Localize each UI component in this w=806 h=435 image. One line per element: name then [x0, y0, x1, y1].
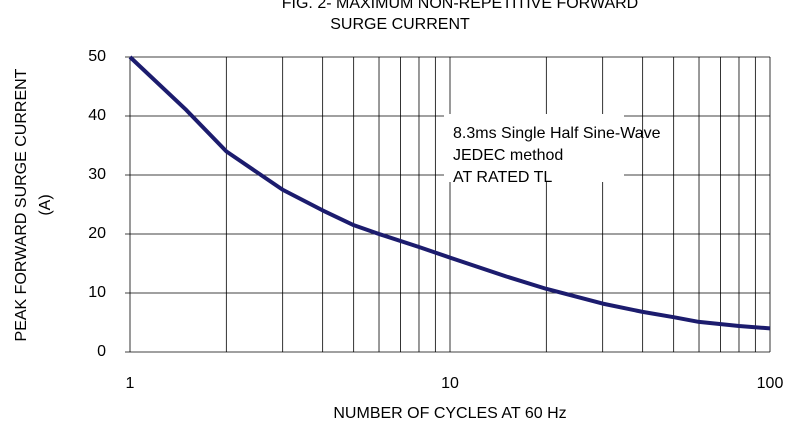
annotation: JEDEC method	[453, 147, 563, 164]
y-tick-label: 0	[97, 343, 106, 360]
y-tick-label: 30	[88, 166, 106, 183]
x-tick-label: 10	[441, 375, 459, 392]
y-axis-label: (A)	[37, 194, 54, 215]
x-tick-label: 1	[126, 375, 135, 392]
chart-title: SURGE CURRENT	[330, 16, 470, 33]
x-axis-label: NUMBER OF CYCLES AT 60 Hz	[333, 405, 566, 422]
line	[128, 55, 771, 331]
annotation: 8.3ms Single Half Sine-Wave	[453, 125, 661, 142]
y-axis-label: PEAK FORWARD SURGE CURRENT	[13, 68, 30, 341]
annotation: AT RATED TL	[453, 169, 552, 186]
annotation-box	[444, 114, 624, 182]
y-tick-label: 40	[88, 107, 106, 124]
x-tick-label: 100	[757, 375, 784, 392]
y-tick-label: 10	[88, 284, 106, 301]
chart-title: FIG. 2- MAXIMUM NON-REPETITIVE FORWARD	[282, 0, 638, 12]
y-tick-label: 50	[88, 48, 106, 65]
y-tick-label: 20	[88, 225, 106, 242]
